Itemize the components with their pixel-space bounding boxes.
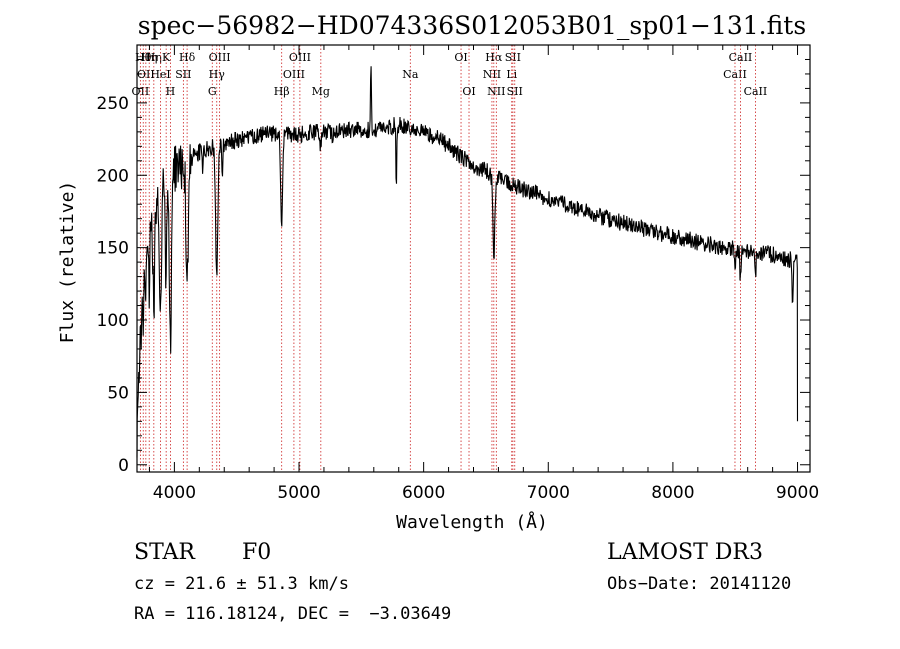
marker-label-14: OIII xyxy=(283,68,305,81)
marker-label-26: CaII xyxy=(723,68,747,81)
marker-label-22: NII xyxy=(487,85,505,98)
y-tick-label-3: 150 xyxy=(97,239,129,259)
marker-label-24: SII xyxy=(505,51,521,64)
marker-label-20: NII xyxy=(483,68,501,81)
marker-label-1: Hθ xyxy=(135,51,152,64)
marker-label-15: OIII xyxy=(289,51,311,64)
x-tick-label-1: 5000 xyxy=(277,483,320,503)
marker-label-17: Na xyxy=(402,68,419,81)
marker-label-27: CaII xyxy=(729,51,753,64)
x-tick-label-0: 4000 xyxy=(153,483,196,503)
marker-label-6: K xyxy=(162,51,171,64)
marker-label-25: SII xyxy=(507,85,523,98)
coordinates-readout: RA = 116.18124, DEC = −3.03649 xyxy=(134,604,452,624)
plot-frame xyxy=(136,44,811,473)
marker-label-8: SII xyxy=(175,68,191,81)
marker-label-23: Li xyxy=(506,68,517,81)
spectral-subclass: F0 xyxy=(242,540,272,565)
y-axis-label: Flux (relative) xyxy=(57,181,78,344)
marker-label-4: Hη xyxy=(146,51,162,64)
marker-label-28: CaII xyxy=(744,85,768,98)
y-tick-label-2: 100 xyxy=(97,311,129,331)
x-tick-label-4: 8000 xyxy=(651,483,694,503)
redshift-readout: cz = 21.6 ± 51.3 km/s xyxy=(134,574,349,594)
axis-ticks: 4000 5000 6000 7000 8000 9000 0 50 100 150 200 250 xyxy=(97,45,819,503)
marker-label-19: OI xyxy=(462,85,475,98)
y-tick-label-5: 250 xyxy=(97,94,129,114)
x-tick-label-2: 6000 xyxy=(402,483,445,503)
survey-name: LAMOST DR3 xyxy=(607,540,763,565)
marker-label-10: G xyxy=(208,85,217,98)
marker-label-11: Hγ xyxy=(209,68,226,81)
y-tick-label-0: 0 xyxy=(118,456,129,476)
y-tick-label-4: 200 xyxy=(97,166,129,186)
marker-label-12: OIII xyxy=(209,51,231,64)
marker-label-9: Hδ xyxy=(179,51,196,64)
y-tick-label-1: 50 xyxy=(107,383,129,403)
observation-date: Obs−Date: 20141120 xyxy=(607,574,792,594)
marker-label-3: Hη xyxy=(141,51,157,64)
marker-label-7: H xyxy=(166,85,176,98)
marker-label-21: Hα xyxy=(485,51,503,64)
x-tick-label-3: 7000 xyxy=(527,483,570,503)
chart-title: spec−56982−HD074336S012053B01_sp01−131.f… xyxy=(138,11,806,40)
x-tick-label-5: 9000 xyxy=(776,483,819,503)
object-class: STAR xyxy=(134,540,195,565)
marker-label-0: OII xyxy=(132,85,150,98)
x-axis-label: Wavelength (Å) xyxy=(396,511,548,533)
marker-label-13: Hβ xyxy=(274,85,290,98)
spectrum-line xyxy=(136,66,799,458)
marker-label-18: OI xyxy=(454,51,467,64)
marker-label-16: Mg xyxy=(312,85,330,98)
marker-label-2: OII xyxy=(137,68,155,81)
marker-label-5: HeI xyxy=(150,68,170,81)
